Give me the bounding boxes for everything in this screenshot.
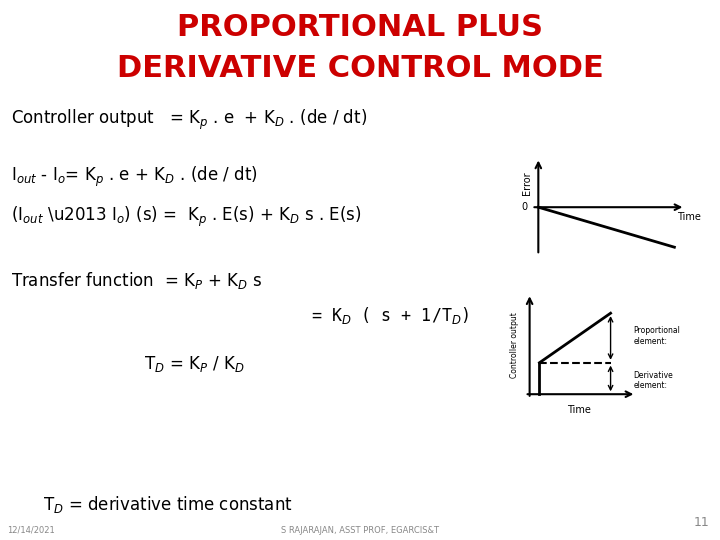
Text: Time: Time bbox=[567, 405, 591, 415]
Text: 0: 0 bbox=[521, 202, 528, 212]
Text: Derivative
element:: Derivative element: bbox=[634, 370, 673, 390]
Text: S RAJARAJAN, ASST PROF, EGARCIS&T: S RAJARAJAN, ASST PROF, EGARCIS&T bbox=[281, 525, 439, 535]
Text: 12/14/2021: 12/14/2021 bbox=[7, 525, 55, 535]
Text: (I$_{out}$ \u2013 I$_o$) (s) =  K$_p$ . E(s) + K$_D$ s . E(s): (I$_{out}$ \u2013 I$_o$) (s) = K$_p$ . E… bbox=[11, 205, 361, 229]
Text: DERIVATIVE CONTROL MODE: DERIVATIVE CONTROL MODE bbox=[117, 54, 603, 83]
Text: 11: 11 bbox=[693, 516, 709, 529]
Text: T$_D$ = derivative time constant: T$_D$ = derivative time constant bbox=[43, 494, 293, 515]
Text: Time: Time bbox=[677, 212, 701, 222]
Text: Proportional
element:: Proportional element: bbox=[634, 327, 680, 346]
Text: PROPORTIONAL PLUS: PROPORTIONAL PLUS bbox=[177, 14, 543, 43]
Text: I$_{out}$ - I$_o$= K$_p$ . e + K$_D$ . (de / dt): I$_{out}$ - I$_o$= K$_p$ . e + K$_D$ . (… bbox=[11, 165, 258, 189]
Text: Controller output   = K$_p$ . e  + K$_D$ . (de / dt): Controller output = K$_p$ . e + K$_D$ . … bbox=[11, 108, 367, 132]
Text: Transfer function  = K$_P$ + K$_D$ s: Transfer function = K$_P$ + K$_D$ s bbox=[11, 270, 262, 291]
Text: T$_D$ = K$_P$ / K$_D$: T$_D$ = K$_P$ / K$_D$ bbox=[144, 354, 245, 374]
Text: Error: Error bbox=[523, 171, 533, 195]
Text: Controller output: Controller output bbox=[510, 312, 519, 377]
Text: = K$_D$ ( s + 1/T$_D$): = K$_D$ ( s + 1/T$_D$) bbox=[11, 305, 469, 326]
